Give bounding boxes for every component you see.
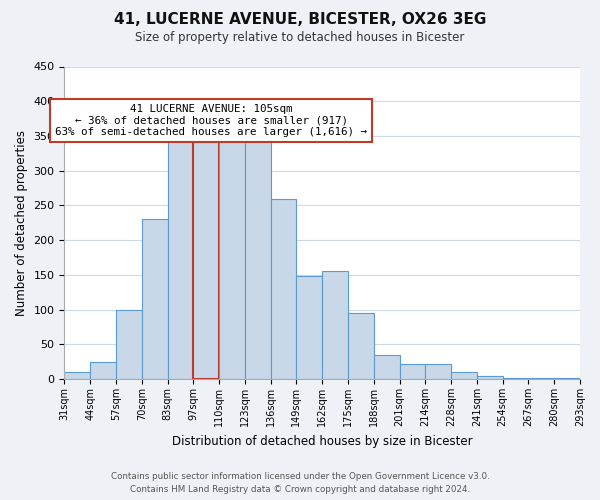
Bar <box>503 378 529 379</box>
Bar <box>219 118 245 379</box>
Bar <box>271 198 296 379</box>
Bar <box>554 378 580 379</box>
Text: 41 LUCERNE AVENUE: 105sqm
← 36% of detached houses are smaller (917)
63% of semi: 41 LUCERNE AVENUE: 105sqm ← 36% of detac… <box>55 104 367 137</box>
Bar <box>529 378 554 379</box>
Bar <box>400 364 425 379</box>
Bar <box>142 220 167 379</box>
Bar <box>90 362 116 379</box>
Bar <box>348 313 374 379</box>
Bar <box>477 376 503 379</box>
Text: Contains HM Land Registry data © Crown copyright and database right 2024.: Contains HM Land Registry data © Crown c… <box>130 485 470 494</box>
Bar <box>167 126 193 379</box>
Bar <box>64 372 90 379</box>
Bar <box>322 272 348 379</box>
Bar <box>374 355 400 379</box>
Bar <box>245 131 271 379</box>
Text: Contains public sector information licensed under the Open Government Licence v3: Contains public sector information licen… <box>110 472 490 481</box>
Bar <box>116 310 142 379</box>
Y-axis label: Number of detached properties: Number of detached properties <box>15 130 28 316</box>
X-axis label: Distribution of detached houses by size in Bicester: Distribution of detached houses by size … <box>172 434 473 448</box>
Bar <box>296 276 322 379</box>
Bar <box>451 372 477 379</box>
Bar <box>425 364 451 379</box>
Bar <box>193 120 219 379</box>
Text: Size of property relative to detached houses in Bicester: Size of property relative to detached ho… <box>136 31 464 44</box>
Text: 41, LUCERNE AVENUE, BICESTER, OX26 3EG: 41, LUCERNE AVENUE, BICESTER, OX26 3EG <box>114 12 486 28</box>
